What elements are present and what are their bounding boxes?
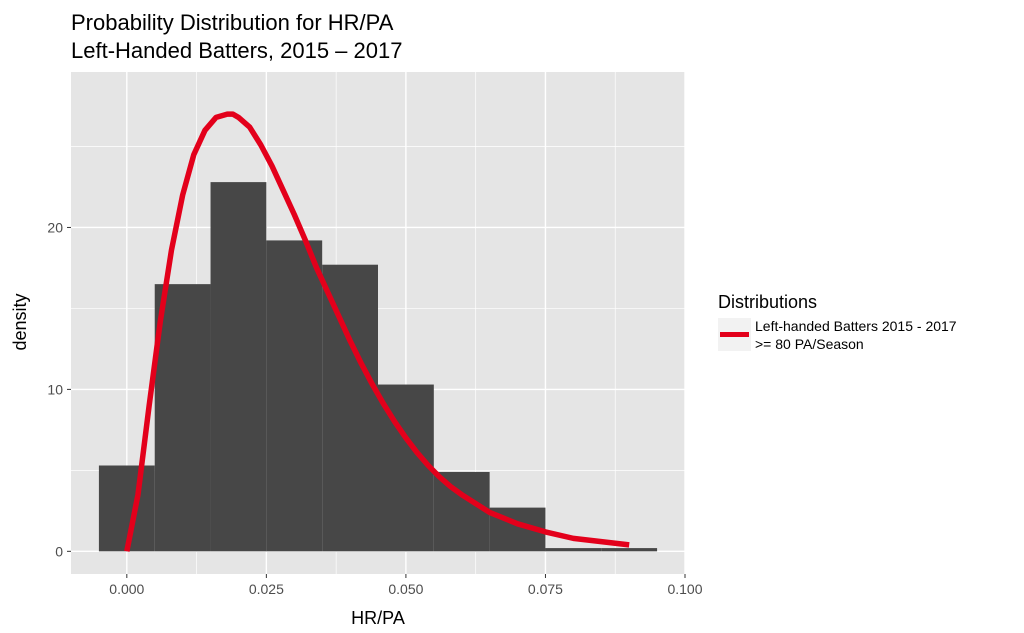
density-curve (124, 111, 630, 552)
x-tick-label: 0.050 (388, 581, 423, 597)
histogram-bars (98, 182, 658, 552)
histogram-bar (98, 465, 155, 552)
histogram-bar (266, 240, 323, 552)
chart-title: Probability Distribution for HR/PA Left-… (71, 10, 402, 63)
y-tick-label: 0 (55, 543, 63, 559)
y-axis-tick-labels: 0 10 20 (47, 219, 63, 559)
x-tick-label: 0.000 (109, 581, 144, 597)
density-curves (124, 111, 630, 552)
histogram-bar (210, 182, 267, 552)
legend-label-line-2: >= 80 PA/Season (755, 336, 864, 352)
y-axis-title: density (10, 293, 30, 350)
histogram-bar (601, 548, 658, 552)
histogram-bar (322, 264, 378, 552)
histogram-bar (545, 548, 602, 552)
y-tick-label: 20 (47, 219, 63, 235)
legend: Distributions Left-handed Batters 2015 -… (718, 292, 957, 352)
chart-title-line-2: Left-Handed Batters, 2015 – 2017 (71, 38, 402, 63)
chart-title-line-1: Probability Distribution for HR/PA (71, 10, 394, 35)
histogram-bar (154, 284, 211, 552)
x-tick-label: 0.100 (667, 581, 702, 597)
histogram-bar (433, 471, 490, 552)
x-axis-tick-labels: 0.000 0.025 0.050 0.075 0.100 (109, 581, 702, 597)
x-tick-label: 0.025 (249, 581, 284, 597)
y-tick-label: 10 (47, 381, 63, 397)
x-axis-title: HR/PA (351, 608, 405, 628)
legend-label-line-1: Left-handed Batters 2015 - 2017 (755, 318, 957, 334)
legend-title: Distributions (718, 292, 817, 312)
x-tick-label: 0.075 (528, 581, 563, 597)
axis-ticks (67, 226, 686, 578)
